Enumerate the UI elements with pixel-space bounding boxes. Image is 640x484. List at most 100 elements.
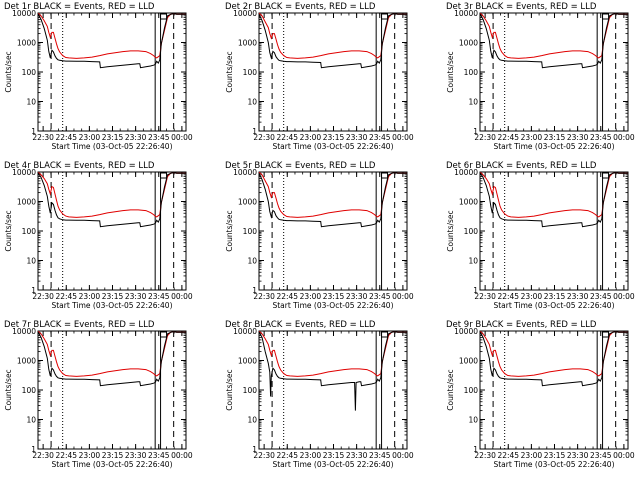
lld-series-line xyxy=(480,172,628,218)
y-tick-label: 100 xyxy=(243,68,258,77)
y-tick-label: 100 xyxy=(22,227,37,236)
y-tick-label: 10 xyxy=(247,257,257,266)
x-tick-label: 22:30 xyxy=(32,292,54,301)
x-tick-label: 00:00 xyxy=(392,451,414,460)
y-tick-label: 10 xyxy=(26,416,36,425)
x-tick-label: 22:45 xyxy=(276,133,298,142)
y-tick-label: 10000 xyxy=(12,168,36,177)
marker-box xyxy=(602,13,610,20)
y-tick-label: 1000 xyxy=(17,39,36,48)
detector-panel: Det 4r BLACK = Events, RED = LLD 1 10 100 10… xyxy=(4,161,193,310)
x-tick-label: 23:45 xyxy=(148,451,170,460)
marker-box xyxy=(381,331,389,338)
panel-title: Det 9r BLACK = Events, RED = LLD xyxy=(446,320,597,330)
panel-title: Det 4r BLACK = Events, RED = LLD xyxy=(4,161,155,171)
y-tick-label: 10 xyxy=(468,416,478,425)
y-axis-label: Counts/sec xyxy=(446,210,455,251)
detector-panel: Det 8r BLACK = Events, RED = LLD 1 10 100 10… xyxy=(225,320,414,469)
x-tick-label: 23:00 xyxy=(79,292,101,301)
series-group xyxy=(480,172,628,228)
x-tick-label: 23:30 xyxy=(346,133,368,142)
x-tick-label: 23:45 xyxy=(148,292,170,301)
x-tick-label: 00:00 xyxy=(613,292,635,301)
x-tick-label: 00:00 xyxy=(171,451,193,460)
x-tick-label: 23:00 xyxy=(521,451,543,460)
y-tick-label: 1000 xyxy=(17,198,36,207)
y-tick-label: 100 xyxy=(464,68,479,77)
y-tick-label: 1000 xyxy=(238,39,257,48)
x-tick-label: 23:00 xyxy=(79,451,101,460)
x-axis-label: Start Time (03-Oct-05 22:26:40) xyxy=(493,460,614,469)
panel-title: Det 6r BLACK = Events, RED = LLD xyxy=(446,161,597,171)
series-group xyxy=(259,172,407,228)
series-group xyxy=(480,13,628,69)
x-axis-label: Start Time (03-Oct-05 22:26:40) xyxy=(493,142,614,151)
events-series-line xyxy=(259,13,407,69)
panel-title: Det 5r BLACK = Events, RED = LLD xyxy=(225,161,376,171)
x-tick-label: 23:45 xyxy=(369,292,391,301)
marker-box xyxy=(160,13,168,20)
detector-panel: Det 9r BLACK = Events, RED = LLD 1 10 100 10… xyxy=(446,320,635,469)
x-axis-label: Start Time (03-Oct-05 22:26:40) xyxy=(272,142,393,151)
x-tick-label: 22:30 xyxy=(253,133,275,142)
marker-box xyxy=(160,172,168,179)
y-axis-label: Counts/sec xyxy=(225,369,234,410)
x-tick-label: 23:00 xyxy=(300,292,322,301)
marker-box xyxy=(381,13,389,20)
x-tick-label: 00:00 xyxy=(392,292,414,301)
x-tick-label: 23:15 xyxy=(323,292,345,301)
events-series-line xyxy=(38,13,186,69)
events-series-line xyxy=(259,331,407,411)
y-tick-label: 1000 xyxy=(459,357,478,366)
detector-panel: Det 3r BLACK = Events, RED = LLD 1 10 100 10… xyxy=(446,2,635,151)
x-tick-label: 23:45 xyxy=(148,133,170,142)
x-tick-label: 23:15 xyxy=(102,451,124,460)
series-group xyxy=(38,13,186,69)
x-axis-label: Start Time (03-Oct-05 22:26:40) xyxy=(272,301,393,310)
x-tick-label: 23:15 xyxy=(544,292,566,301)
y-tick-label: 100 xyxy=(22,68,37,77)
x-tick-label: 23:15 xyxy=(544,451,566,460)
y-tick-label: 10 xyxy=(247,416,257,425)
y-tick-label: 100 xyxy=(22,386,37,395)
detector-panel: Det 1r BLACK = Events, RED = LLD 1 10 100 10… xyxy=(4,2,193,151)
lld-series-line xyxy=(259,331,407,377)
y-tick-label: 100 xyxy=(464,227,479,236)
y-tick-label: 1000 xyxy=(459,39,478,48)
x-tick-label: 23:45 xyxy=(590,451,612,460)
x-tick-label: 22:30 xyxy=(253,292,275,301)
x-tick-label: 23:45 xyxy=(369,133,391,142)
y-tick-label: 100 xyxy=(243,227,258,236)
x-tick-label: 23:00 xyxy=(300,451,322,460)
y-axis-label: Counts/sec xyxy=(446,369,455,410)
x-tick-label: 23:30 xyxy=(125,292,147,301)
series-group xyxy=(38,331,186,387)
y-tick-label: 1 xyxy=(31,286,36,295)
y-tick-label: 100 xyxy=(464,386,479,395)
x-tick-label: 00:00 xyxy=(613,133,635,142)
marker-box xyxy=(602,172,610,179)
series-group xyxy=(259,13,407,69)
x-tick-label: 22:45 xyxy=(276,292,298,301)
x-tick-label: 22:45 xyxy=(55,292,77,301)
x-axis-label: Start Time (03-Oct-05 22:26:40) xyxy=(51,142,172,151)
x-tick-label: 22:45 xyxy=(55,451,77,460)
y-tick-label: 10000 xyxy=(233,9,257,18)
x-axis-label: Start Time (03-Oct-05 22:26:40) xyxy=(493,301,614,310)
x-tick-label: 23:00 xyxy=(79,133,101,142)
marker-box xyxy=(160,331,168,338)
x-tick-label: 22:30 xyxy=(253,451,275,460)
series-group xyxy=(480,331,628,387)
x-tick-label: 23:30 xyxy=(346,451,368,460)
y-tick-label: 10 xyxy=(468,98,478,107)
x-tick-label: 22:45 xyxy=(497,133,519,142)
x-tick-label: 00:00 xyxy=(613,451,635,460)
y-tick-label: 1 xyxy=(31,127,36,136)
y-tick-label: 10 xyxy=(26,257,36,266)
panel-title: Det 2r BLACK = Events, RED = LLD xyxy=(225,2,376,12)
x-tick-label: 23:30 xyxy=(125,133,147,142)
y-axis-label: Counts/sec xyxy=(225,210,234,251)
x-tick-label: 22:45 xyxy=(55,133,77,142)
panel-title: Det 3r BLACK = Events, RED = LLD xyxy=(446,2,597,12)
